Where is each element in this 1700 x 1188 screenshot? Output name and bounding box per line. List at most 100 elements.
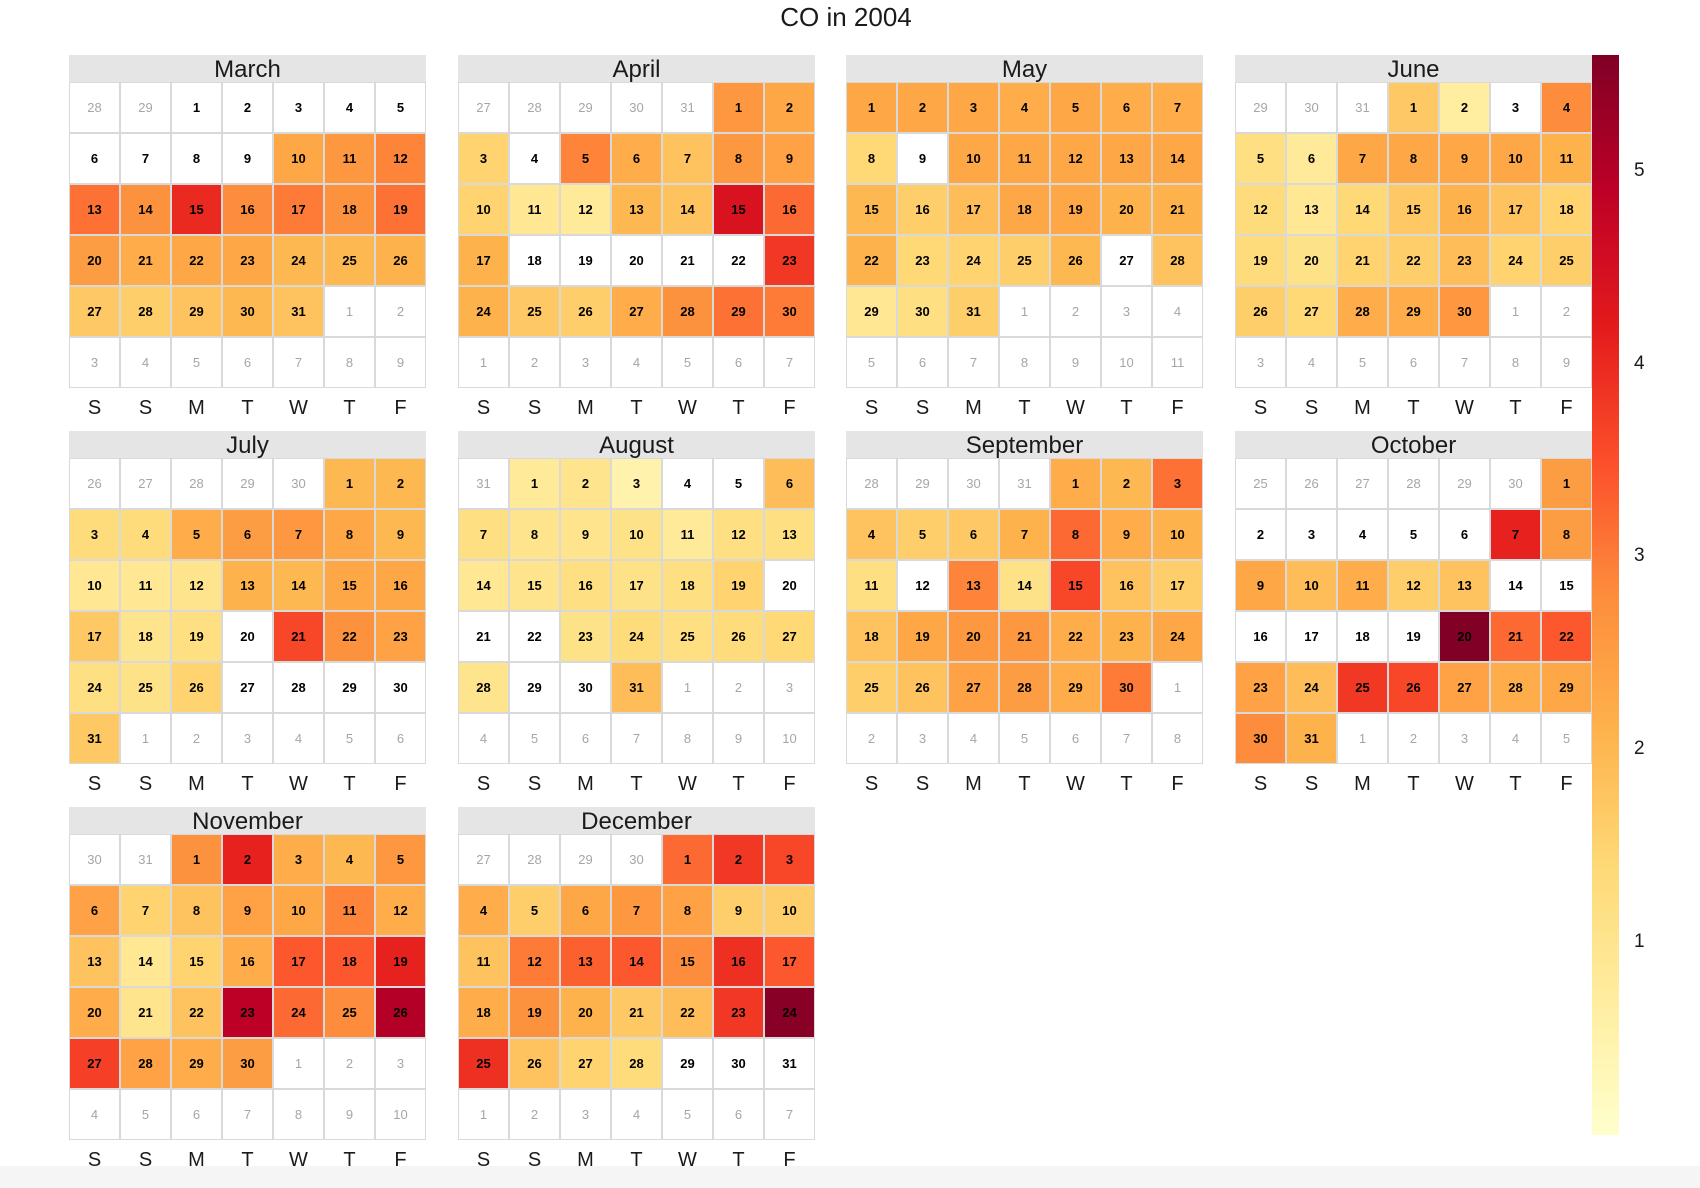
day-cell: 25 bbox=[120, 662, 171, 713]
adjacent-day-cell: 2 bbox=[324, 1038, 375, 1089]
adjacent-day-cell: 4 bbox=[611, 1089, 662, 1140]
day-cell: 23 bbox=[1101, 611, 1152, 662]
day-cell: 1 bbox=[662, 834, 713, 885]
day-cell: 7 bbox=[662, 133, 713, 184]
day-cell: 29 bbox=[662, 1038, 713, 1089]
weekday-label: S bbox=[915, 773, 930, 795]
day-cell: 3 bbox=[948, 82, 999, 133]
day-cell: 15 bbox=[662, 936, 713, 987]
month-title: May bbox=[846, 55, 1203, 82]
weekday-label: T bbox=[630, 397, 643, 419]
weekday-label: W bbox=[678, 773, 697, 795]
weekday-label: W bbox=[1455, 397, 1474, 419]
adjacent-day-cell: 2 bbox=[846, 713, 897, 764]
day-cell: 27 bbox=[222, 662, 273, 713]
day-cell: 12 bbox=[713, 509, 764, 560]
adjacent-day-cell: 4 bbox=[69, 1089, 120, 1140]
day-cell: 4 bbox=[662, 458, 713, 509]
colorbar-tick-label: 5 bbox=[1634, 159, 1645, 181]
month-panel-october: October 25 26 27 28 29 30 1 2 3 4 5 6 7 8 9 10 11 12 13 14 15… bbox=[1235, 431, 1592, 795]
day-cell: 21 bbox=[1152, 184, 1203, 235]
day-cell: 27 bbox=[948, 662, 999, 713]
day-cell: 14 bbox=[662, 184, 713, 235]
adjacent-day-cell: 5 bbox=[662, 337, 713, 388]
weekday-label: T bbox=[630, 773, 643, 795]
day-cell: 23 bbox=[897, 235, 948, 286]
weekday-label: M bbox=[188, 397, 205, 419]
day-cell: 4 bbox=[458, 885, 509, 936]
day-cell: 26 bbox=[560, 286, 611, 337]
adjacent-day-cell: 7 bbox=[1101, 713, 1152, 764]
day-cell: 21 bbox=[611, 987, 662, 1038]
day-cell: 30 bbox=[375, 662, 426, 713]
day-cell: 1 bbox=[1388, 82, 1439, 133]
day-cell: 6 bbox=[222, 509, 273, 560]
day-cell: 2 bbox=[1439, 82, 1490, 133]
adjacent-day-cell: 4 bbox=[611, 337, 662, 388]
adjacent-day-cell: 30 bbox=[948, 458, 999, 509]
month-title: October bbox=[1235, 431, 1592, 458]
weekday-label: F bbox=[1560, 397, 1573, 419]
day-cell: 27 bbox=[1286, 286, 1337, 337]
day-cell: 17 bbox=[1152, 560, 1203, 611]
weekday-label: S bbox=[476, 773, 491, 795]
day-cell: 14 bbox=[1152, 133, 1203, 184]
weekday-label: T bbox=[1509, 773, 1522, 795]
day-cell: 23 bbox=[1235, 662, 1286, 713]
adjacent-day-cell: 7 bbox=[222, 1089, 273, 1140]
day-cell: 15 bbox=[171, 184, 222, 235]
month-panel-september: September 28 29 30 31 1 2 3 4 5 6 7 8 9 10 11 12 13 14 15 16… bbox=[846, 431, 1203, 795]
day-cell: 5 bbox=[713, 458, 764, 509]
month-panel-july: July 26 27 28 29 30 1 2 3 4 5 6 7 8 9 10 11 12 13 14 15 16 17 1… bbox=[69, 431, 426, 795]
adjacent-day-cell: 4 bbox=[948, 713, 999, 764]
day-cell: 19 bbox=[1235, 235, 1286, 286]
day-cell: 25 bbox=[1541, 235, 1592, 286]
adjacent-day-cell: 1 bbox=[458, 337, 509, 388]
day-cell: 12 bbox=[375, 885, 426, 936]
day-cell: 30 bbox=[560, 662, 611, 713]
day-cell: 27 bbox=[764, 611, 815, 662]
day-cell: 15 bbox=[1388, 184, 1439, 235]
day-cell: 20 bbox=[1286, 235, 1337, 286]
day-cell: 1 bbox=[1050, 458, 1101, 509]
weekday-label: S bbox=[87, 773, 102, 795]
day-cell: 23 bbox=[713, 987, 764, 1038]
day-cell: 23 bbox=[560, 611, 611, 662]
day-cell: 28 bbox=[662, 286, 713, 337]
day-cell: 28 bbox=[1337, 286, 1388, 337]
day-cell: 2 bbox=[1101, 458, 1152, 509]
day-cell: 8 bbox=[1541, 509, 1592, 560]
day-cell: 6 bbox=[69, 133, 120, 184]
day-cell: 13 bbox=[222, 560, 273, 611]
weekday-label: S bbox=[1304, 397, 1319, 419]
day-cell: 24 bbox=[273, 987, 324, 1038]
day-cell: 28 bbox=[1152, 235, 1203, 286]
weekday-label: S bbox=[476, 397, 491, 419]
adjacent-day-cell: 6 bbox=[375, 713, 426, 764]
day-cell: 13 bbox=[1286, 184, 1337, 235]
day-cell: 18 bbox=[846, 611, 897, 662]
weekday-label: S bbox=[87, 397, 102, 419]
day-cell: 2 bbox=[764, 82, 815, 133]
month-grid: 28 29 30 31 1 2 3 4 5 6 7 8 9 10 11 12 13 14 15 16 17 18 19 20 2… bbox=[846, 458, 1203, 764]
day-cell: 13 bbox=[69, 184, 120, 235]
day-cell: 4 bbox=[324, 834, 375, 885]
adjacent-day-cell: 28 bbox=[509, 834, 560, 885]
day-cell: 9 bbox=[897, 133, 948, 184]
weekday-label: F bbox=[783, 397, 796, 419]
day-cell: 27 bbox=[69, 286, 120, 337]
month-title: August bbox=[458, 431, 815, 458]
adjacent-day-cell: 10 bbox=[1101, 337, 1152, 388]
day-cell: 26 bbox=[1388, 662, 1439, 713]
day-cell: 5 bbox=[1050, 82, 1101, 133]
adjacent-day-cell: 7 bbox=[611, 713, 662, 764]
day-cell: 15 bbox=[1050, 560, 1101, 611]
day-cell: 18 bbox=[1541, 184, 1592, 235]
weekday-label: W bbox=[1066, 773, 1085, 795]
adjacent-day-cell: 3 bbox=[764, 662, 815, 713]
day-cell: 24 bbox=[764, 987, 815, 1038]
weekday-label: S bbox=[527, 1149, 542, 1171]
day-cell: 13 bbox=[764, 509, 815, 560]
adjacent-day-cell: 8 bbox=[1490, 337, 1541, 388]
adjacent-day-cell: 31 bbox=[1337, 82, 1388, 133]
